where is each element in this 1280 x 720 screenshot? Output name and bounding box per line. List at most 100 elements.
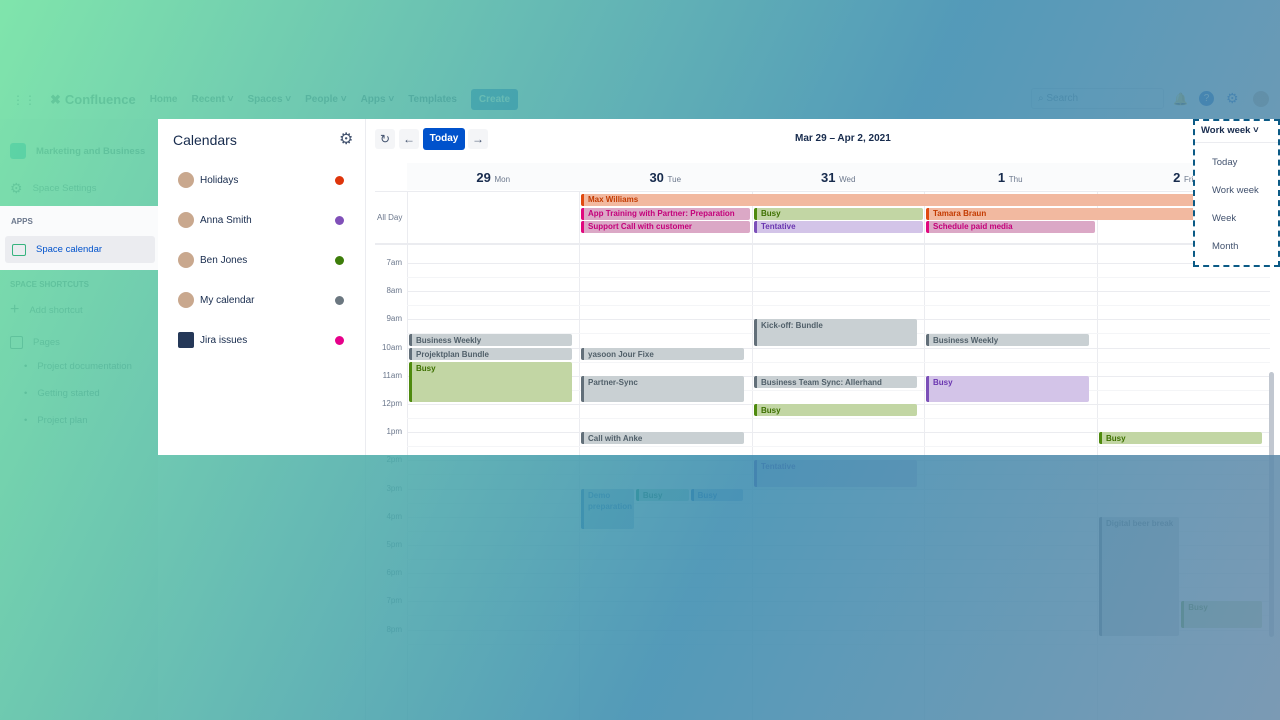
page-link[interactable]: • Project documentation — [24, 361, 132, 372]
calendar-color-dot[interactable] — [335, 335, 344, 345]
calendar-event[interactable]: Busy — [635, 488, 689, 501]
calendars-title: Calendars — [173, 132, 237, 148]
app-switcher-icon[interactable]: ⋮⋮ — [12, 92, 36, 107]
calendar-item[interactable]: Jira issues — [178, 332, 348, 348]
search-input[interactable]: ⌕ Search — [1031, 88, 1164, 109]
add-shortcut-label: Add shortcut — [29, 304, 83, 316]
add-shortcut[interactable]: + Add shortcut — [10, 301, 83, 319]
calendar-event[interactable]: Busy — [1181, 601, 1262, 628]
calendar-event[interactable]: Busy — [1099, 432, 1262, 445]
refresh-icon: ↻ — [379, 132, 391, 146]
calendar-item[interactable]: Ben Jones — [178, 252, 348, 268]
calendar-event[interactable]: Business Weekly — [409, 333, 572, 346]
sidebar-space-calendar[interactable]: Space calendar — [5, 236, 155, 263]
all-day-event[interactable]: Support Call with customer — [581, 221, 750, 233]
hour-label: 12pm — [381, 399, 402, 408]
calendar-event[interactable]: Call with Anke — [581, 432, 744, 445]
arrow-right-icon: → — [472, 132, 484, 146]
sidebar-pages[interactable]: Pages — [10, 336, 60, 349]
previous-button[interactable]: ← — [399, 129, 419, 149]
view-option-today[interactable]: Today — [1212, 157, 1238, 168]
confluence-logo[interactable]: ✖ Confluence — [50, 92, 136, 108]
half-hour-line — [407, 446, 1270, 448]
apps-heading: APPS — [11, 217, 33, 226]
all-day-event[interactable]: Busy — [754, 207, 923, 220]
calendar-color-dot[interactable] — [335, 295, 344, 305]
view-option-month[interactable]: Month — [1212, 241, 1239, 252]
nav-templates[interactable]: Templates — [408, 94, 457, 105]
view-select-label: Work week — [1201, 125, 1251, 136]
next-button[interactable]: → — [468, 129, 488, 149]
calendar-name: Ben Jones — [200, 254, 248, 266]
hour-label: 3pm — [386, 483, 402, 493]
nav-recent[interactable]: Recent ˅ — [191, 94, 234, 105]
day-divider — [924, 192, 925, 720]
calendar-event[interactable]: Busy — [754, 404, 917, 417]
sidebar-space-settings[interactable]: ⚙ Space Settings — [10, 180, 96, 197]
brand-name: Confluence — [64, 92, 136, 107]
calendar-icon — [12, 243, 26, 256]
page-link[interactable]: • Getting started — [24, 388, 100, 399]
half-hour-line — [407, 502, 1270, 504]
half-hour-line — [407, 643, 1270, 645]
calendar-event[interactable]: Tentative — [754, 460, 917, 487]
calendar-event[interactable]: Busy — [690, 488, 744, 501]
calendar-color-dot[interactable] — [335, 255, 344, 265]
nav-spaces-label: Spaces — [247, 94, 283, 105]
calendar-event[interactable]: Demo preparation — [581, 488, 634, 529]
nav-people[interactable]: People ˅ — [305, 94, 347, 105]
calendar-item[interactable]: Anna Smith — [178, 212, 348, 228]
calendar-event[interactable]: Kick-off: Bundle — [754, 319, 917, 346]
notifications-icon[interactable]: 🔔 — [1173, 92, 1188, 106]
today-button[interactable]: Today — [423, 128, 465, 150]
calendar-event[interactable]: Projektplan Bundle — [409, 347, 572, 360]
nav-home[interactable]: Home — [149, 94, 178, 105]
calendar-event[interactable]: Partner-Sync — [581, 375, 744, 402]
page-title: Getting started — [37, 388, 100, 399]
all-day-event[interactable]: Schedule paid media — [926, 221, 1095, 233]
calendar-avatar — [178, 332, 194, 348]
hour-line — [407, 488, 1270, 490]
all-day-event[interactable]: Tentative — [754, 221, 923, 233]
day-header[interactable]: 29 Mon — [407, 170, 580, 185]
date-range: Mar 29 – Apr 2, 2021 — [795, 133, 891, 144]
view-select[interactable]: Work week ˅ — [1195, 121, 1278, 143]
calendar-color-dot[interactable] — [335, 175, 344, 185]
day-header[interactable]: 31 Wed — [752, 170, 925, 185]
calendar-name: My calendar — [200, 294, 255, 306]
calendar-avatar — [178, 292, 194, 308]
half-hour-line — [407, 305, 1270, 307]
calendar-avatar — [178, 212, 194, 228]
day-header[interactable]: 1 Thu — [924, 170, 1097, 185]
pages-label: Pages — [33, 337, 60, 348]
calendar-event[interactable]: Busy — [926, 375, 1089, 402]
settings-icon[interactable]: ⚙ — [1226, 90, 1239, 106]
day-name: Thu — [1008, 175, 1023, 184]
nav-apps[interactable]: Apps ˅ — [360, 94, 395, 105]
day-name: Fri — [1184, 175, 1194, 184]
refresh-button[interactable]: ↻ — [375, 129, 395, 149]
create-button[interactable]: Create — [470, 89, 519, 110]
calendar-event[interactable]: yasoon Jour Fixe — [581, 347, 744, 360]
space-calendar-label: Space calendar — [36, 244, 103, 255]
calendar-item[interactable]: My calendar — [178, 292, 348, 308]
help-icon[interactable]: ? — [1199, 91, 1214, 106]
page-link[interactable]: • Project plan — [24, 415, 88, 426]
sidebar-space-home[interactable]: Marketing and Business — [10, 143, 145, 159]
calendar-settings-icon[interactable]: ⚙ — [339, 131, 354, 148]
calendar-event[interactable]: Business Weekly — [926, 333, 1089, 346]
nav-spaces[interactable]: Spaces ˅ — [247, 94, 292, 105]
view-option-work-week[interactable]: Work week — [1212, 185, 1259, 196]
view-option-week[interactable]: Week — [1212, 213, 1237, 224]
calendar-item[interactable]: Holidays — [178, 172, 348, 188]
calendar-event[interactable]: Digital beer break — [1099, 516, 1180, 637]
all-day-event[interactable]: Max Williams — [581, 194, 1267, 206]
day-number: 31 — [821, 170, 836, 185]
all-day-event[interactable]: App Training with Partner: Preparation — [581, 207, 750, 220]
user-avatar[interactable] — [1253, 91, 1269, 107]
day-header[interactable]: 30 Tue — [579, 170, 752, 185]
calendar-event[interactable]: Business Team Sync: Allerhand — [754, 375, 917, 388]
scrollbar[interactable] — [1269, 372, 1274, 637]
calendar-event[interactable]: Busy — [409, 361, 572, 402]
calendar-color-dot[interactable] — [335, 215, 344, 225]
